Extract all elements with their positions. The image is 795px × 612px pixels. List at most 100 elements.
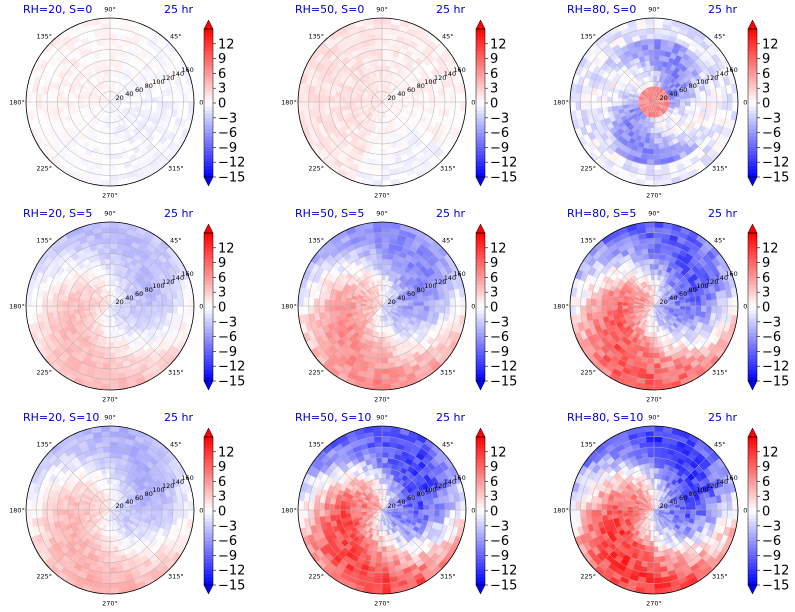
radial-tick-label: 80	[689, 82, 697, 90]
colorbar-tick-label: −15	[762, 375, 789, 390]
colorbar-tick-label: −15	[490, 375, 517, 390]
radial-tick-label: 20	[116, 94, 124, 102]
angular-tick-label: 0°	[199, 99, 206, 107]
radial-tick-label: 100	[152, 486, 164, 494]
angular-tick-label: 225°	[36, 164, 52, 172]
colorbar-extend-max	[747, 223, 758, 234]
colorbar-tick-label: 6	[218, 67, 226, 82]
angular-tick-label: 315°	[440, 572, 456, 580]
angular-tick-label: 270°	[374, 192, 390, 200]
angular-tick-label: 135°	[36, 237, 52, 245]
colorbar-tick-label: −6	[218, 330, 237, 345]
colorbar-tick-label: 9	[218, 460, 226, 475]
radial-tick-label: 80	[417, 490, 425, 498]
colorbar-extend-max	[203, 19, 214, 30]
colorbar-extend-min	[747, 380, 758, 391]
angular-tick-label: 45°	[170, 33, 182, 41]
angular-tick-label: 180°	[9, 303, 25, 311]
colorbar-tick-label: 6	[762, 475, 770, 490]
radial-tick-label: 20	[388, 94, 396, 102]
panel-time-label: 25 hr	[436, 3, 465, 16]
colorbar-tick-label: −12	[490, 564, 517, 579]
angular-tick-label: 45°	[442, 33, 454, 41]
colorbar-tick-label: 9	[490, 460, 498, 475]
angular-tick-label: 225°	[580, 164, 596, 172]
angular-tick-label: 270°	[374, 600, 390, 608]
radial-tick-label: 20	[388, 502, 396, 510]
colorbar-tick-label: 3	[218, 490, 226, 505]
colorbar-tick-label: −12	[218, 156, 245, 171]
angular-tick-label: 90°	[648, 210, 660, 218]
angular-tick-label: 315°	[168, 368, 184, 376]
colorbar-extend-min	[203, 380, 214, 391]
colorbar-tick-label: 3	[762, 286, 770, 301]
radial-tick-label: 80	[417, 286, 425, 294]
colorbar-tick-label: 9	[218, 256, 226, 271]
angular-tick-label: 90°	[104, 6, 116, 14]
radial-tick-label: 40	[397, 294, 405, 302]
colorbar-extend-min	[475, 380, 486, 391]
colorbar-tick-label: 9	[762, 460, 770, 475]
angular-tick-label: 90°	[376, 6, 388, 14]
colorbar-tick-label: 3	[218, 82, 226, 97]
colorbar-tick-label: 12	[762, 37, 779, 52]
radial-tick-label: 140	[172, 478, 184, 486]
panel-title: RH=20, S=5	[23, 207, 92, 220]
radial-tick-label: 160	[181, 66, 193, 74]
colorbar-tick-label: −12	[490, 360, 517, 375]
colorbar-tick-label: 12	[762, 241, 779, 256]
angular-tick-label: 180°	[553, 99, 569, 107]
angular-tick-label: 270°	[646, 396, 662, 404]
radial-tick-label: 120	[706, 482, 718, 490]
radial-tick-label: 120	[162, 74, 174, 82]
colorbar-tick-label: −15	[762, 171, 789, 186]
radial-tick-label: 120	[434, 482, 446, 490]
colorbar-tick-label: −6	[762, 126, 781, 141]
radial-tick-label: 20	[660, 94, 668, 102]
angular-tick-label: 90°	[648, 6, 660, 14]
angular-tick-label: 45°	[442, 237, 454, 245]
colorbar-tick-label: 6	[218, 475, 226, 490]
angular-tick-label: 0°	[471, 507, 478, 515]
colorbar-tick-label: −12	[490, 156, 517, 171]
colorbar-tick-label: −15	[762, 579, 789, 594]
radial-tick-label: 40	[125, 294, 133, 302]
radial-tick-label: 80	[145, 82, 153, 90]
colorbar-tick-label: 0	[218, 505, 226, 520]
angular-tick-label: 135°	[308, 237, 324, 245]
colorbar-tick-label: 12	[218, 445, 235, 460]
radial-tick-label: 100	[696, 78, 708, 86]
colorbar-tick-label: 12	[762, 445, 779, 460]
colorbar-tick-label: −3	[762, 519, 781, 534]
angular-tick-label: 135°	[308, 441, 324, 449]
panel-title: RH=80, S=10	[567, 411, 643, 424]
colorbar-tick-label: −6	[490, 534, 509, 549]
radial-tick-label: 80	[145, 286, 153, 294]
angular-tick-label: 225°	[308, 164, 324, 172]
radial-tick-label: 140	[172, 70, 184, 78]
colorbar-tick-label: −3	[218, 315, 237, 330]
radial-tick-label: 120	[162, 482, 174, 490]
radial-tick-label: 100	[152, 282, 164, 290]
radial-tick-label: 20	[388, 298, 396, 306]
radial-tick-label: 60	[679, 494, 687, 502]
colorbar-extend-max	[203, 427, 214, 438]
panel-time-label: 25 hr	[164, 411, 193, 424]
radial-tick-label: 60	[679, 86, 687, 94]
colorbar-tick-label: 3	[762, 82, 770, 97]
angular-tick-label: 0°	[743, 507, 750, 515]
colorbar-tick-label: 3	[490, 286, 498, 301]
colorbar-tick-label: 0	[490, 97, 498, 112]
radial-tick-label: 120	[706, 74, 718, 82]
angular-tick-label: 270°	[646, 600, 662, 608]
